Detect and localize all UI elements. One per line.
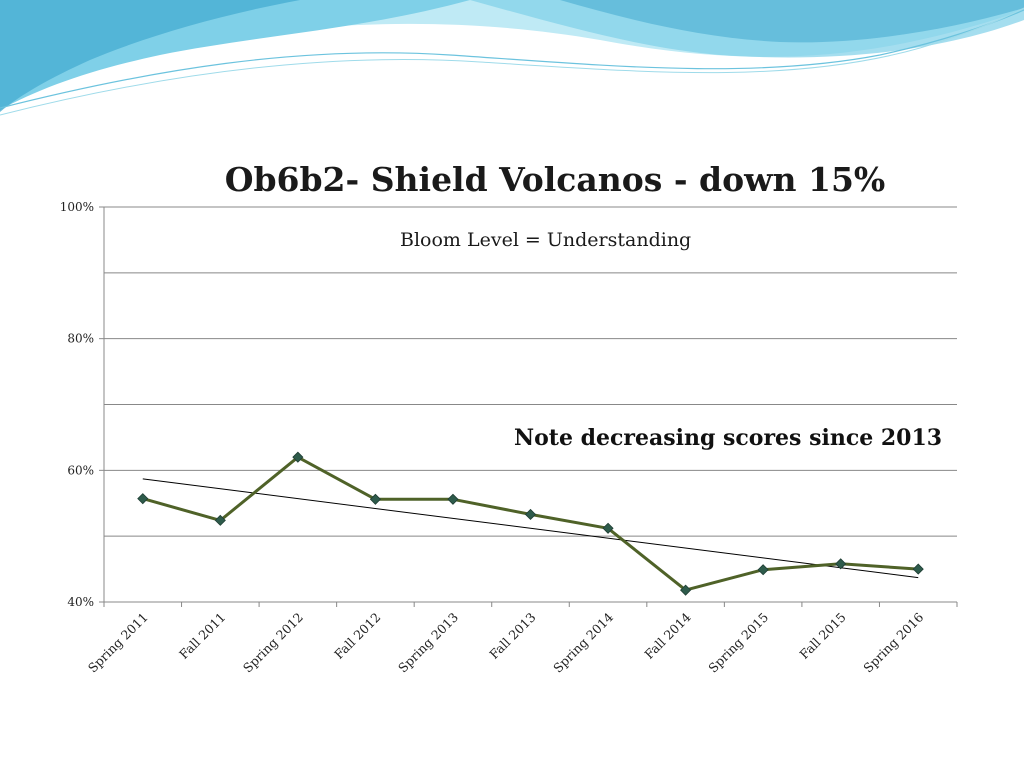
data-point	[214, 514, 226, 526]
x-tick-label: Fall 2014	[641, 609, 693, 661]
chart-annotation: Note decreasing scores since 2013	[514, 425, 943, 451]
chart-title: Ob6b2- Shield Volcanos - down 15%	[224, 160, 886, 199]
data-point	[757, 564, 769, 576]
bloom-level-label: Bloom Level = Understanding	[400, 229, 692, 251]
data-point	[447, 493, 459, 505]
y-tick-label: 80%	[67, 332, 94, 346]
data-point	[524, 508, 537, 521]
data-point	[137, 493, 149, 505]
data-point	[680, 584, 692, 596]
series-line	[142, 455, 919, 592]
x-tick-label: Spring 2013	[395, 609, 461, 675]
data-point	[292, 451, 304, 463]
data-point	[602, 522, 614, 534]
x-tick-label: Fall 2013	[486, 609, 538, 661]
x-tick-label: Fall 2015	[796, 610, 848, 662]
data-point	[835, 558, 847, 570]
y-tick-label: 40%	[67, 595, 94, 609]
trendline	[142, 478, 919, 579]
x-tick-label: Spring 2016	[860, 609, 926, 675]
x-tick-label: Fall 2011	[176, 610, 228, 662]
y-tick-label: 60%	[67, 463, 94, 477]
x-tick-label: Spring 2012	[240, 610, 306, 676]
x-tick-label: Spring 2011	[85, 610, 151, 676]
data-point	[912, 563, 924, 575]
data-point	[369, 493, 381, 505]
x-tick-label: Spring 2014	[550, 609, 616, 675]
x-tick-label: Spring 2015	[705, 610, 771, 676]
y-tick-label: 100%	[60, 200, 94, 214]
header-wave-decoration	[0, 0, 1024, 116]
x-tick-label: Fall 2012	[331, 610, 383, 662]
